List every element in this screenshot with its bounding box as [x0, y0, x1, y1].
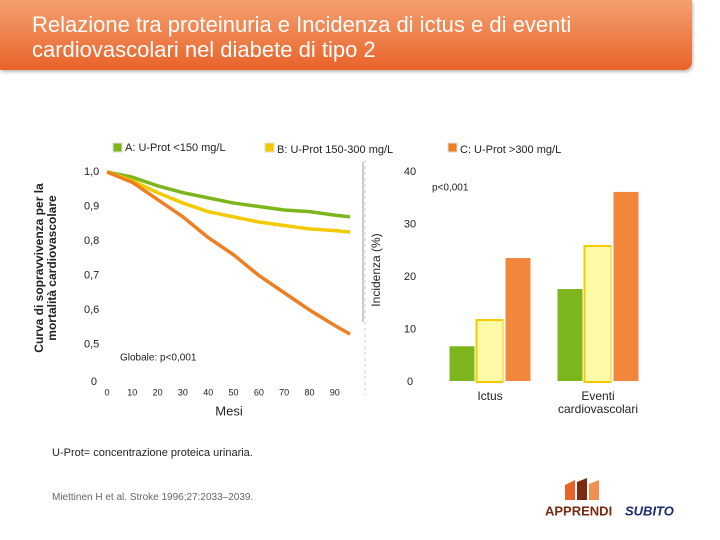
logo-text: APPRENDI — [545, 503, 612, 518]
x-tick-label: 70 — [279, 387, 289, 397]
legend-swatch — [264, 142, 275, 153]
y-axis-label: Incidenza (%) — [369, 233, 383, 306]
survival-line — [106, 170, 351, 336]
x-tick-label: 0 — [104, 387, 109, 397]
y-tick-label: 30 — [404, 218, 416, 230]
y-tick-label: 0 — [407, 376, 413, 388]
logo-text: SUBITO — [625, 503, 674, 518]
y-axis-label: Curva di sopravvivenza per la — [32, 183, 46, 353]
y-tick-label: 1,0 — [84, 166, 99, 178]
legend-label: B: U-Prot 150-300 mg/L — [277, 144, 393, 156]
annotation: Globale: p<0,001 — [120, 353, 197, 364]
x-tick-label: 80 — [304, 387, 314, 397]
bar — [611, 189, 641, 383]
y-tick-label: 10 — [404, 323, 416, 335]
legend-label: C: U-Prot >300 mg/L — [460, 144, 561, 156]
y-tick-label: 0,7 — [84, 269, 99, 281]
bar — [503, 256, 533, 383]
x-tick-label: 30 — [178, 387, 188, 397]
legend-label: A: U-Prot <150 mg/L — [125, 142, 226, 154]
x-tick-label: 20 — [153, 387, 163, 397]
bar — [475, 319, 505, 383]
x-tick-label: 50 — [229, 387, 239, 397]
y-tick-label: 0,6 — [84, 304, 99, 316]
y-tick-label: 0,8 — [84, 235, 99, 247]
y-tick-label: 40 — [404, 166, 416, 178]
x-tick-label: Ictus — [477, 389, 503, 403]
x-tick-label: 10 — [127, 387, 137, 397]
survival-line — [106, 170, 351, 234]
survival-line — [106, 170, 351, 219]
x-tick-label: 90 — [330, 387, 340, 397]
source: Miettinen H et al. Stroke 1996;27:2033–2… — [52, 492, 254, 503]
annotation: p<0,001 — [432, 183, 469, 194]
bar — [555, 287, 585, 383]
x-tick-label: 60 — [254, 387, 264, 397]
x-tick-label: Eventi cardiovascolari — [557, 389, 639, 416]
footnote: U-Prot= concentrazione proteica urinaria… — [52, 447, 253, 459]
legend-swatch — [447, 142, 458, 153]
legend-swatch — [112, 142, 123, 153]
slide-title: Relazione tra proteinuria e Incidenza di… — [32, 12, 572, 62]
x-axis-label: Mesi — [215, 403, 243, 418]
title-banner: Relazione tra proteinuria e Incidenza di… — [0, 0, 692, 70]
x-tick-label: 40 — [203, 387, 213, 397]
y-tick-label: 0,9 — [84, 200, 99, 212]
bar — [583, 245, 613, 383]
logo-bg — [540, 500, 700, 522]
y-axis-label: mortalità cardiovascolare — [45, 195, 59, 341]
bar — [447, 344, 477, 383]
y-tick-label: 0,5 — [84, 338, 99, 350]
y-tick-label: 20 — [404, 271, 416, 283]
y-origin-label: 0 — [91, 376, 97, 388]
